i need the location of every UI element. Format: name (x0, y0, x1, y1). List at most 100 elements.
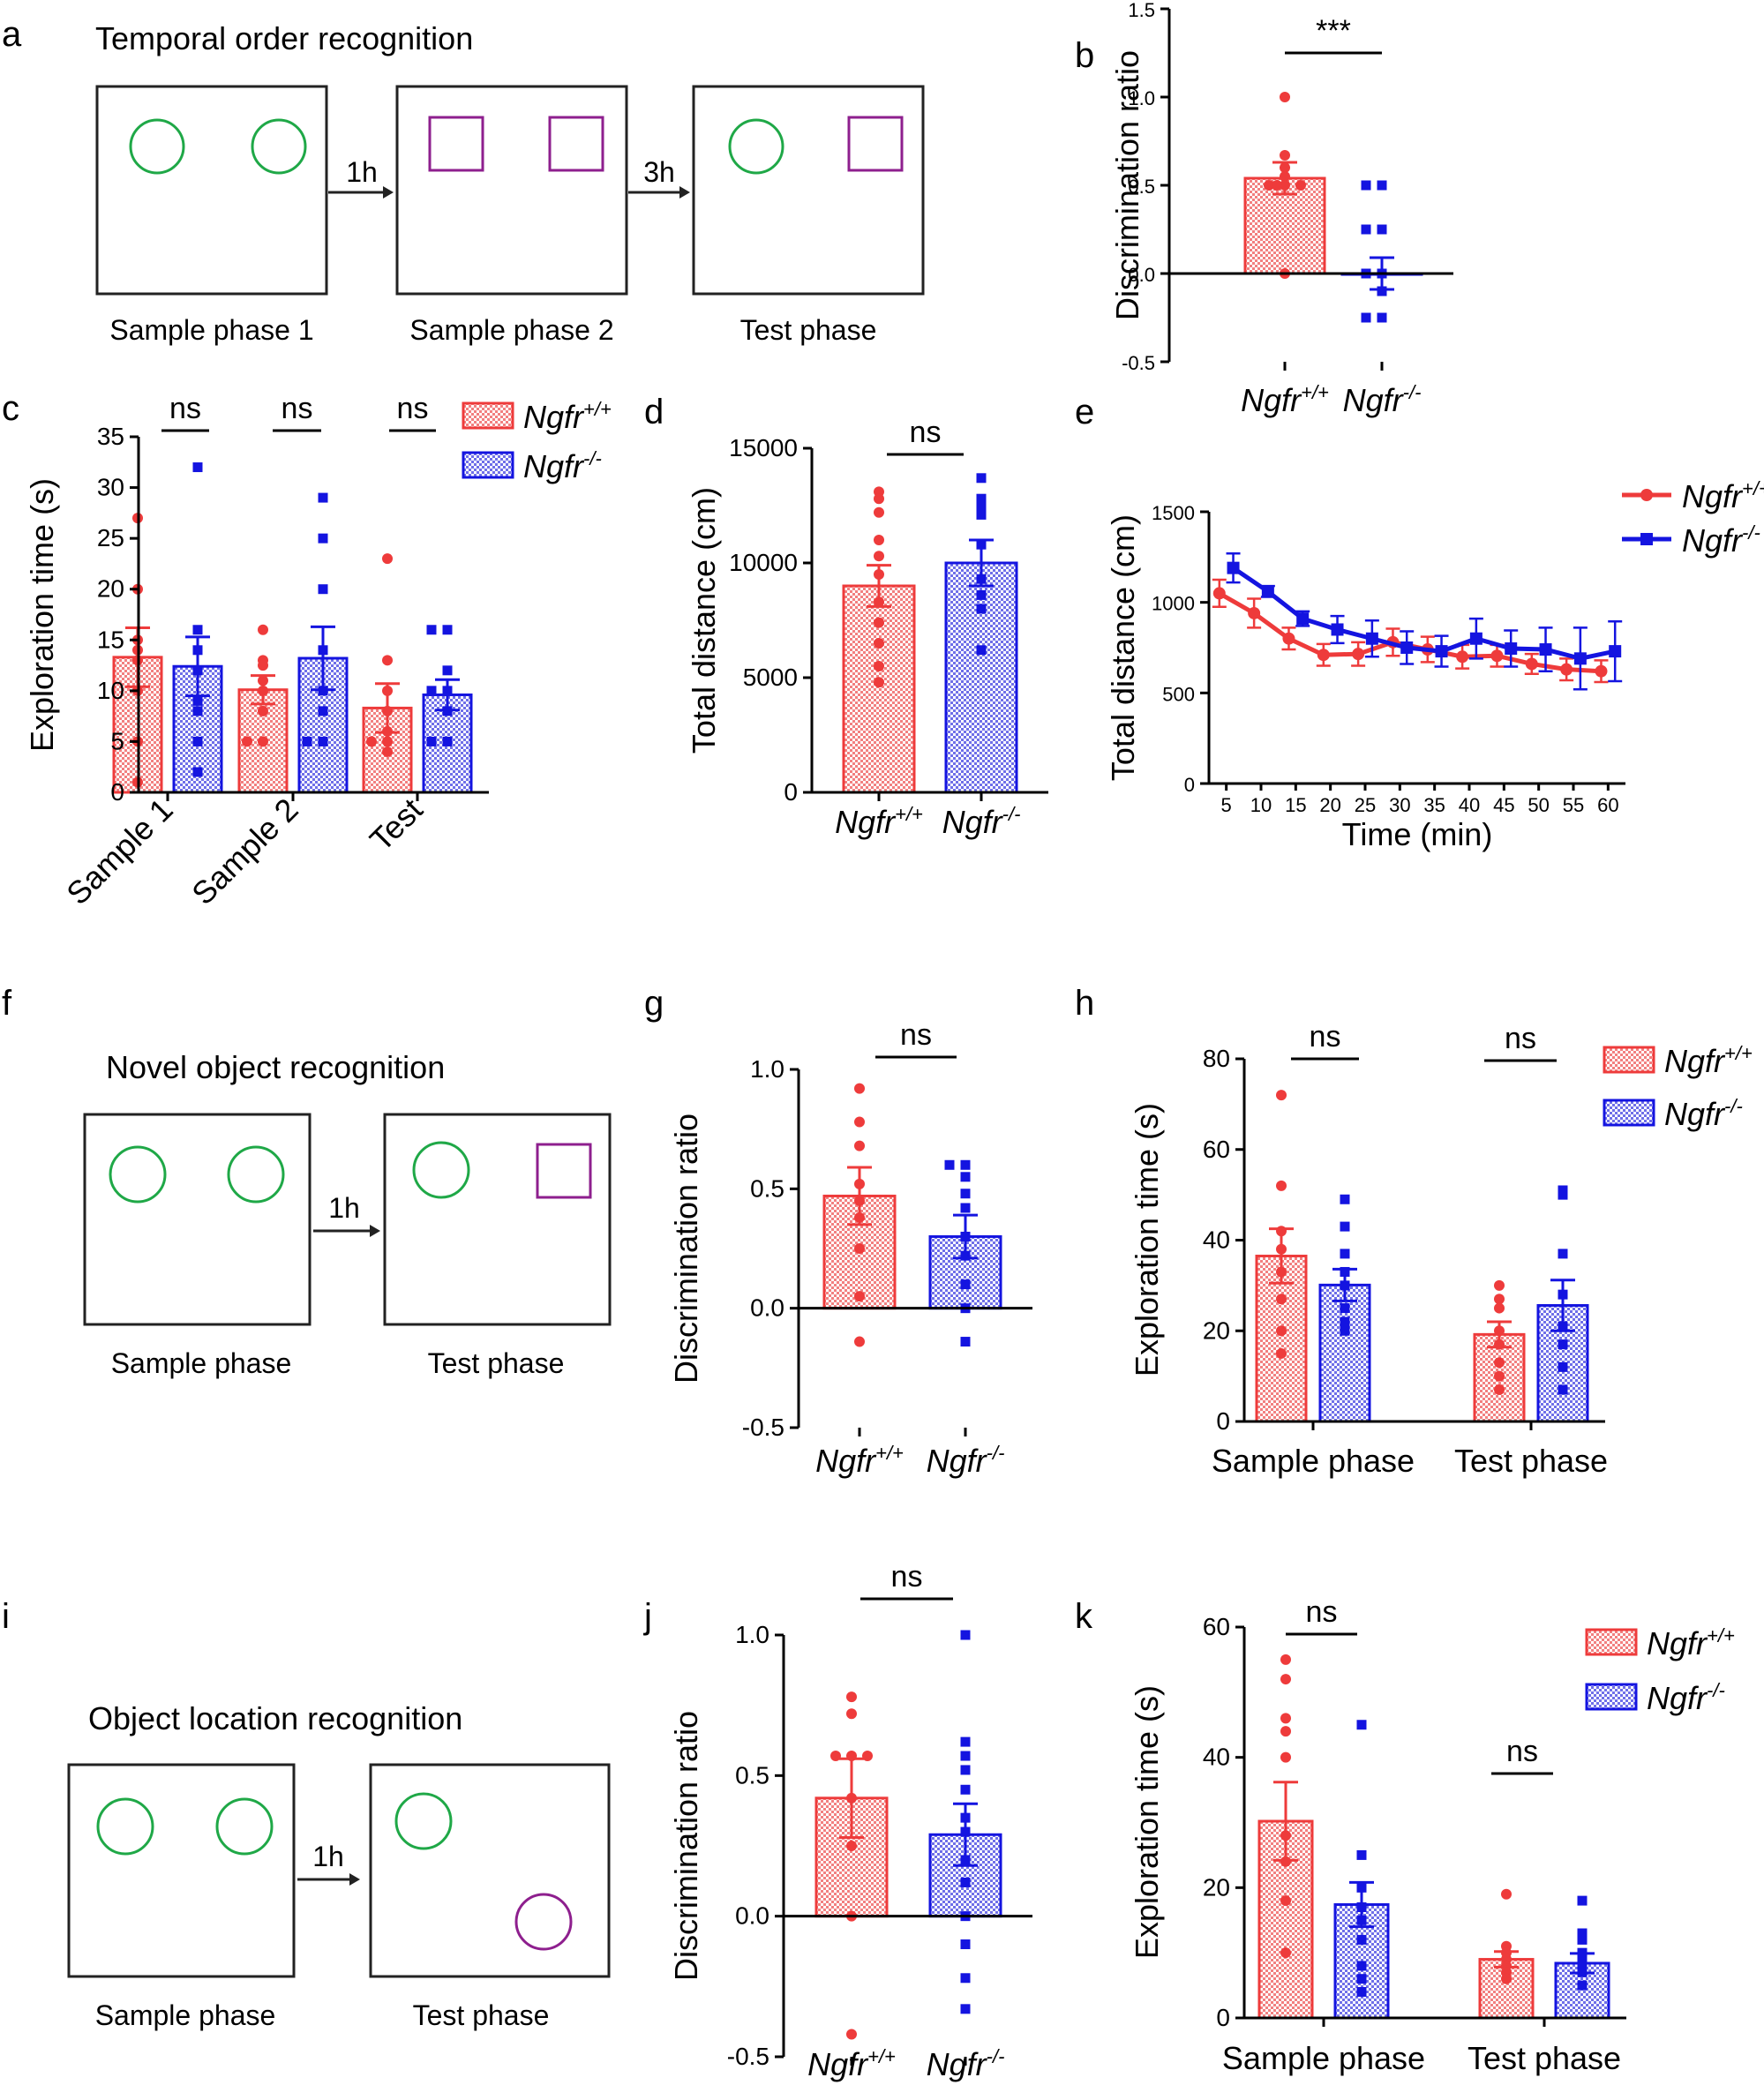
data-point (1558, 1361, 1568, 1372)
data-point (1494, 1357, 1505, 1369)
data-point (1356, 1961, 1367, 1971)
panel-letter-e: e (1075, 393, 1094, 431)
data-point (976, 539, 987, 550)
data-point (1295, 180, 1306, 191)
panel-letter-a: a (2, 15, 22, 54)
data-point (874, 551, 884, 562)
x-category-label: Ngfr-/- (927, 2045, 1005, 2082)
x-category-label: Sample phase (1222, 2040, 1425, 2076)
data-point (1340, 1280, 1350, 1291)
panel-letter-k: k (1075, 1597, 1093, 1636)
data-point (846, 1792, 857, 1804)
data-point (1558, 1289, 1568, 1300)
schematic-box-label: Test phase (413, 1999, 550, 2031)
data-point (830, 1751, 841, 1762)
x-category-label: Ngfr-/- (942, 803, 1021, 840)
y-axis-label: Total distance (cm) (686, 487, 722, 754)
data-point (318, 706, 328, 716)
data-point (1558, 1321, 1568, 1331)
arrow-label: 1h (328, 1192, 360, 1224)
object-circle-icon (728, 118, 784, 175)
y-tick-label: 0 (1184, 774, 1195, 796)
data-point (960, 1279, 971, 1290)
data-point (1577, 1954, 1588, 1965)
y-tick-label: 1.0 (1128, 87, 1155, 109)
object-square-icon (428, 116, 484, 172)
data-point (1356, 1915, 1367, 1925)
panel-letter-f: f (2, 984, 12, 1023)
object-circle-icon (96, 1797, 154, 1856)
data-point (1280, 92, 1290, 102)
arena-box (369, 1763, 611, 1978)
data-point (318, 686, 328, 696)
y-tick-label: 500 (1162, 683, 1195, 705)
data-point (960, 1973, 971, 1984)
data-point (854, 1178, 865, 1189)
data-point (258, 736, 268, 747)
data-point (1280, 1947, 1291, 1959)
data-point (862, 1751, 873, 1762)
data-point (382, 685, 393, 696)
data-point (854, 1195, 865, 1206)
data-point (960, 1172, 971, 1182)
data-point (1276, 1325, 1287, 1337)
x-tick-label: 30 (1389, 794, 1410, 816)
data-point (874, 661, 884, 671)
data-point (318, 645, 328, 656)
object-square-icon (548, 116, 604, 172)
y-axis-label: Total distance (cm) (1105, 514, 1141, 781)
data-point (1276, 1090, 1287, 1101)
data-point (1365, 632, 1378, 645)
data-point (874, 638, 884, 649)
legend-label: Ngfr+/+ (523, 398, 612, 435)
arena-box (395, 85, 628, 296)
data-point (1280, 180, 1290, 191)
data-point (960, 1189, 971, 1199)
data-point (1317, 649, 1330, 662)
legend-swatch (1603, 1099, 1655, 1127)
panel-letter-i: i (2, 1597, 10, 1636)
y-tick-label: 0.0 (750, 1294, 784, 1322)
arena-box (95, 85, 328, 296)
arrow-label: 3h (643, 156, 675, 188)
data-point (1282, 632, 1295, 645)
data-point (1494, 1384, 1505, 1396)
legend-swatch (1585, 1683, 1638, 1711)
bar (944, 561, 1018, 794)
data-point (960, 1159, 971, 1170)
data-point (1331, 623, 1344, 636)
data-point (442, 665, 453, 676)
significance-label: ns (900, 1018, 932, 1052)
object-circle-icon (215, 1797, 274, 1856)
y-tick-label: 0 (1216, 2004, 1230, 2031)
object-square-icon (536, 1143, 592, 1199)
significance-label: ns (397, 392, 429, 425)
data-point (846, 1841, 857, 1851)
data-point (258, 705, 268, 716)
panel-letter-g: g (644, 984, 664, 1023)
schematic-box-label: Sample phase (95, 1999, 276, 2031)
y-axis-label: Exploration time (s) (1129, 1685, 1165, 1959)
y-tick-label: 60 (1203, 1136, 1230, 1163)
x-tick-label: 20 (1319, 794, 1340, 816)
x-category-label: Test phase (1454, 1443, 1608, 1479)
data-point (874, 506, 884, 518)
data-point (1280, 1713, 1291, 1724)
legend-marker (1640, 489, 1653, 501)
data-point (1227, 561, 1240, 574)
data-point (442, 625, 453, 635)
y-tick-label: 20 (1203, 1316, 1230, 1344)
bar (1536, 1303, 1589, 1423)
legend: Ngfr+/+ Ngfr-/- (1603, 1042, 1753, 1132)
data-point (1609, 645, 1622, 658)
data-point (1356, 1901, 1367, 1912)
data-point (960, 1630, 971, 1640)
x-tick-label: 10 (1250, 794, 1272, 816)
y-tick-label: 0 (1216, 1407, 1230, 1435)
x-category-label: Ngfr+/+ (1241, 381, 1329, 418)
x-category-label: Test (363, 791, 430, 859)
panel-a: a Temporal order recognition Sample phas… (2, 15, 925, 346)
data-point (976, 574, 987, 584)
chart-b: -0.5 0.0 0.5 1.0 1.5 Discrimination ratio Ngfr… (1109, 0, 1453, 418)
x-category-label: Test phase (1467, 2040, 1621, 2076)
